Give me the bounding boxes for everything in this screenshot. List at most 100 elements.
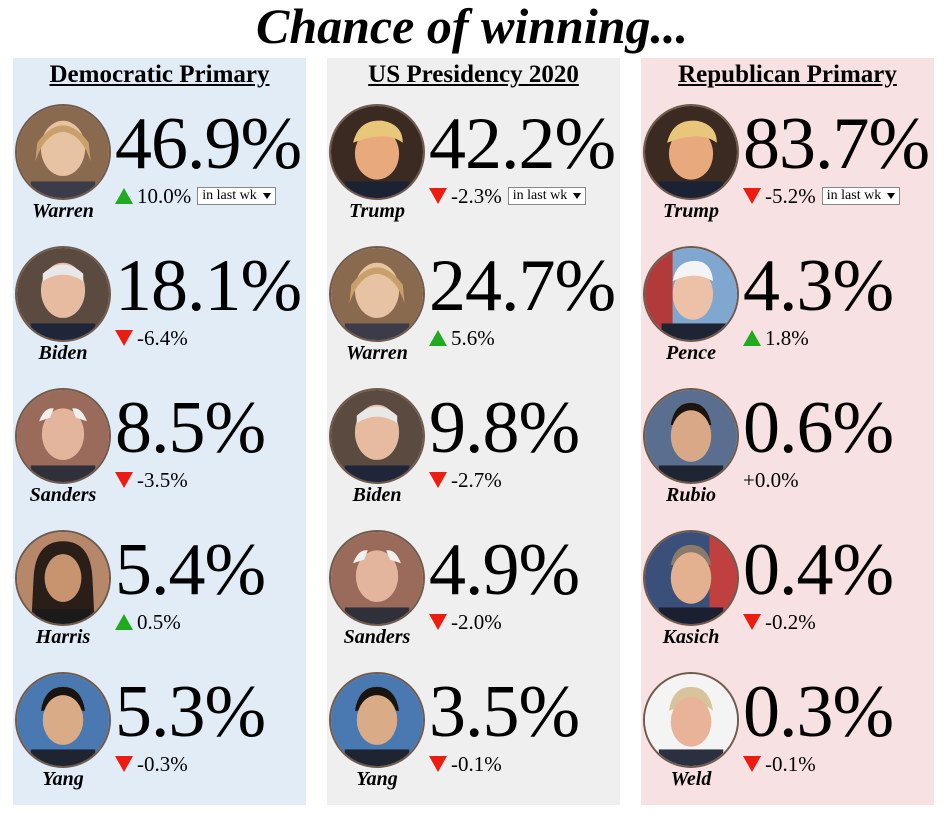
weekly-change: -2.7%	[429, 468, 502, 492]
candidate-row: Trump 83.7% -5.2% in last wk	[641, 104, 934, 246]
chevron-down-icon	[887, 193, 896, 199]
candidate-name: Weld	[670, 768, 712, 790]
period-select-value: in last wk	[202, 188, 257, 203]
candidate-row: Rubio 0.6% +0.0%	[641, 388, 934, 530]
candidate-name: Rubio	[665, 484, 717, 506]
candidate-row: Yang 5.3% -0.3%	[13, 672, 306, 814]
weekly-change: -0.1%	[743, 752, 816, 776]
change-value: -2.7%	[451, 468, 502, 492]
down-arrow-icon	[429, 472, 447, 488]
change-value: 0.5%	[137, 610, 181, 634]
win-chance: 24.7%	[429, 245, 616, 327]
down-arrow-icon	[115, 472, 133, 488]
change-value: -0.1%	[765, 752, 816, 776]
candidate-name: Kasich	[662, 626, 720, 648]
chevron-down-icon	[573, 193, 582, 199]
weekly-change: 5.6%	[429, 326, 495, 350]
win-chance: 46.9%	[115, 103, 302, 185]
win-chance: 9.8%	[429, 387, 580, 469]
yang-avatar	[15, 672, 111, 768]
down-arrow-icon	[429, 756, 447, 772]
change-value: -0.1%	[451, 752, 502, 776]
candidate-row: Pence 4.3% 1.8%	[641, 246, 934, 388]
candidate-row: Sanders 8.5% -3.5%	[13, 388, 306, 530]
candidate-row: Harris 5.4% 0.5%	[13, 530, 306, 672]
period-select[interactable]: in last wk	[507, 187, 587, 205]
candidate-row: Biden 18.1% -6.4%	[13, 246, 306, 388]
down-arrow-icon	[429, 614, 447, 630]
kasich-avatar	[643, 530, 739, 626]
harris-avatar	[15, 530, 111, 626]
down-arrow-icon	[115, 756, 133, 772]
weekly-change: -0.2%	[743, 610, 816, 634]
candidate-row: Kasich 0.4% -0.2%	[641, 530, 934, 672]
candidate-name: Yang	[356, 768, 398, 790]
candidate-row: Sanders 4.9% -2.0%	[327, 530, 620, 672]
period-select-value: in last wk	[826, 188, 882, 203]
up-arrow-icon	[429, 330, 447, 346]
column-title[interactable]: Republican Primary	[678, 61, 897, 88]
win-chance: 4.3%	[743, 245, 894, 327]
win-chance: 4.9%	[429, 529, 580, 611]
weekly-change: 10.0% in last wk	[115, 184, 276, 208]
weekly-change: -0.1%	[429, 752, 502, 776]
down-arrow-icon	[743, 614, 761, 630]
change-value: 1.8%	[765, 326, 809, 350]
weekly-change: -6.4%	[115, 326, 188, 350]
candidate-name: Pence	[666, 342, 716, 364]
weekly-change: -0.3%	[115, 752, 188, 776]
weld-avatar	[643, 672, 739, 768]
candidate-name: Sanders	[343, 626, 411, 648]
win-chance: 0.4%	[743, 529, 894, 611]
win-chance: 0.3%	[743, 671, 894, 753]
down-arrow-icon	[743, 756, 761, 772]
column-title[interactable]: US Presidency 2020	[368, 61, 579, 88]
up-arrow-icon	[115, 614, 133, 630]
us-presidency-column: US Presidency 2020 Trump 42.2% -2.3% in …	[327, 58, 620, 805]
candidate-row: Yang 3.5% -0.1%	[327, 672, 620, 814]
sanders-avatar	[15, 388, 111, 484]
rubio-avatar	[643, 388, 739, 484]
warren-avatar	[15, 104, 111, 200]
candidate-row: Trump 42.2% -2.3% in last wk	[327, 104, 620, 246]
biden-avatar	[329, 388, 425, 484]
period-select[interactable]: in last wk	[197, 187, 276, 205]
yang-avatar	[329, 672, 425, 768]
win-chance: 42.2%	[429, 103, 616, 185]
weekly-change: +0.0%	[743, 468, 799, 492]
win-chance: 5.4%	[115, 529, 266, 611]
change-value: -2.3%	[451, 184, 502, 208]
candidate-name: Biden	[352, 484, 402, 506]
change-value: -2.0%	[451, 610, 502, 634]
win-chance: 5.3%	[115, 671, 266, 753]
down-arrow-icon	[429, 188, 447, 204]
candidate-name: Trump	[349, 200, 405, 222]
candidate-name: Trump	[663, 200, 719, 222]
democratic-primary-column: Democratic Primary Warren 46.9% 10.0% in…	[13, 58, 306, 805]
period-select[interactable]: in last wk	[821, 187, 901, 205]
win-chance: 18.1%	[115, 245, 302, 327]
biden-avatar	[15, 246, 111, 342]
candidate-row: Biden 9.8% -2.7%	[327, 388, 620, 530]
republican-primary-column: Republican Primary Trump 83.7% -5.2% in …	[641, 58, 934, 805]
candidate-name: Harris	[35, 626, 91, 648]
trump-avatar	[329, 104, 425, 200]
up-arrow-icon	[743, 330, 761, 346]
win-chance: 83.7%	[743, 103, 930, 185]
candidate-name: Yang	[42, 768, 84, 790]
weekly-change: -3.5%	[115, 468, 188, 492]
column-title[interactable]: Democratic Primary	[49, 61, 270, 88]
change-value: -0.3%	[137, 752, 188, 776]
win-chance: 3.5%	[429, 671, 580, 753]
weekly-change: -2.0%	[429, 610, 502, 634]
pence-avatar	[643, 246, 739, 342]
page-title: Chance of winning...	[255, 0, 689, 54]
weekly-change: 1.8%	[743, 326, 809, 350]
candidate-row: Weld 0.3% -0.1%	[641, 672, 934, 814]
up-arrow-icon	[115, 188, 133, 204]
change-value: -0.2%	[765, 610, 816, 634]
chevron-down-icon	[262, 193, 271, 199]
change-value: 10.0%	[137, 184, 192, 208]
change-value: -3.5%	[137, 468, 188, 492]
sanders-avatar	[329, 530, 425, 626]
